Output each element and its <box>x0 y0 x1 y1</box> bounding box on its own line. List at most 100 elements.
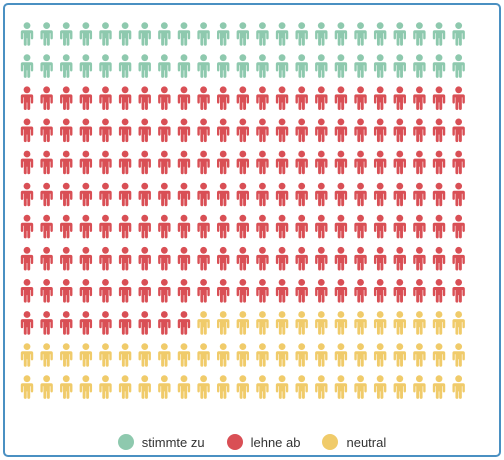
person-icon <box>413 279 426 303</box>
person-icon <box>20 375 34 399</box>
person-icon <box>275 279 289 303</box>
person-icon <box>138 150 151 175</box>
person-icon <box>217 150 230 175</box>
person-icon <box>275 118 289 143</box>
person-icon <box>236 311 250 335</box>
person-icon <box>236 54 250 78</box>
person-icon <box>79 246 93 271</box>
person-icon <box>432 214 446 239</box>
person-icon <box>256 182 269 207</box>
person-icon <box>138 343 151 367</box>
legend-label: neutral <box>346 434 387 450</box>
person-icon <box>158 343 171 367</box>
person-icon <box>40 311 53 335</box>
person-icon <box>60 150 73 175</box>
person-icon <box>393 22 406 46</box>
person-icon <box>79 214 93 239</box>
person-icon <box>413 54 426 78</box>
person-icon <box>40 214 53 239</box>
person-icon <box>295 246 308 271</box>
person-icon <box>60 86 73 110</box>
person-icon <box>40 182 53 207</box>
person-icon <box>197 246 210 271</box>
person-icon <box>334 375 348 399</box>
person-icon <box>158 311 171 335</box>
person-icon <box>354 118 367 143</box>
person-icon <box>217 54 230 78</box>
person-icon <box>452 118 465 143</box>
person-icon <box>452 343 465 367</box>
person-icon <box>217 311 230 335</box>
person-icon <box>217 375 230 399</box>
person-icon <box>295 214 308 239</box>
person-icon <box>354 150 367 175</box>
person-icon <box>295 182 308 207</box>
person-icon <box>452 279 465 303</box>
person-icon <box>275 246 289 271</box>
person-icon <box>79 150 93 175</box>
person-icon <box>197 22 210 46</box>
person-icon <box>295 343 308 367</box>
person-icon <box>197 150 210 175</box>
person-icon <box>413 118 426 143</box>
person-icon <box>315 182 328 207</box>
person-icon <box>393 54 406 78</box>
person-icon <box>315 279 328 303</box>
person-icon <box>334 182 348 207</box>
person-icon <box>393 150 406 175</box>
person-icon <box>256 311 269 335</box>
person-icon <box>236 343 250 367</box>
person-icon <box>256 118 269 143</box>
person-icon <box>118 246 132 271</box>
person-icon <box>118 150 132 175</box>
person-icon <box>138 214 151 239</box>
person-icon <box>334 22 348 46</box>
person-icon <box>393 311 406 335</box>
person-icon <box>60 375 73 399</box>
person-icon <box>20 343 34 367</box>
person-icon <box>60 214 73 239</box>
person-icon <box>138 86 151 110</box>
person-icon <box>413 246 426 271</box>
person-icon <box>393 182 406 207</box>
person-icon <box>158 375 171 399</box>
person-icon <box>236 86 250 110</box>
person-icon <box>40 150 53 175</box>
person-icon <box>99 375 112 399</box>
person-icon <box>60 246 73 271</box>
person-icon <box>40 246 53 271</box>
person-icon <box>236 214 250 239</box>
person-icon <box>315 311 328 335</box>
person-icon <box>79 182 93 207</box>
person-icon <box>158 182 171 207</box>
person-icon <box>432 343 446 367</box>
person-icon <box>393 279 406 303</box>
person-icon <box>158 214 171 239</box>
person-icon <box>79 375 93 399</box>
person-icon <box>197 86 210 110</box>
person-icon <box>452 86 465 110</box>
person-icon <box>452 22 465 46</box>
person-icon <box>118 182 132 207</box>
person-icon <box>158 54 171 78</box>
person-icon <box>256 22 269 46</box>
person-icon <box>275 214 289 239</box>
person-icon <box>60 182 73 207</box>
person-icon <box>99 22 112 46</box>
person-icon <box>393 246 406 271</box>
person-icon <box>256 54 269 78</box>
person-icon <box>373 246 387 271</box>
person-icon <box>373 118 387 143</box>
person-icon <box>256 375 269 399</box>
person-icon <box>79 54 93 78</box>
person-icon <box>99 279 112 303</box>
person-icon <box>99 343 112 367</box>
person-icon <box>99 118 112 143</box>
person-icon <box>256 343 269 367</box>
person-icon <box>295 150 308 175</box>
person-icon <box>256 279 269 303</box>
person-icon <box>256 246 269 271</box>
person-icon <box>413 22 426 46</box>
person-icon <box>197 343 210 367</box>
